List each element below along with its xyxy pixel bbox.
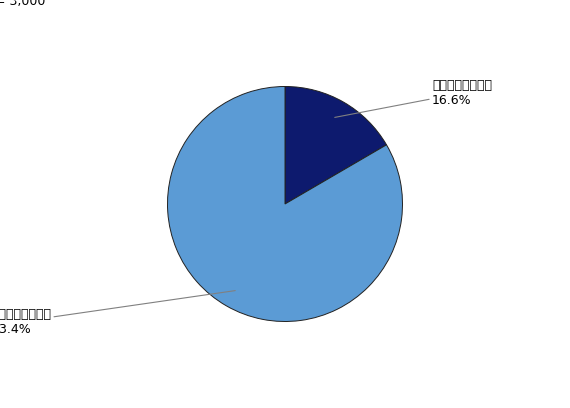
Text: トラブル経験なし
83.4%: トラブル経験なし 83.4% — [0, 290, 235, 335]
Text: n = 3,000: n = 3,000 — [0, 0, 46, 8]
Wedge shape — [168, 86, 402, 322]
Text: トラブル経験あり
16.6%: トラブル経験あり 16.6% — [335, 79, 492, 118]
Wedge shape — [285, 86, 386, 204]
